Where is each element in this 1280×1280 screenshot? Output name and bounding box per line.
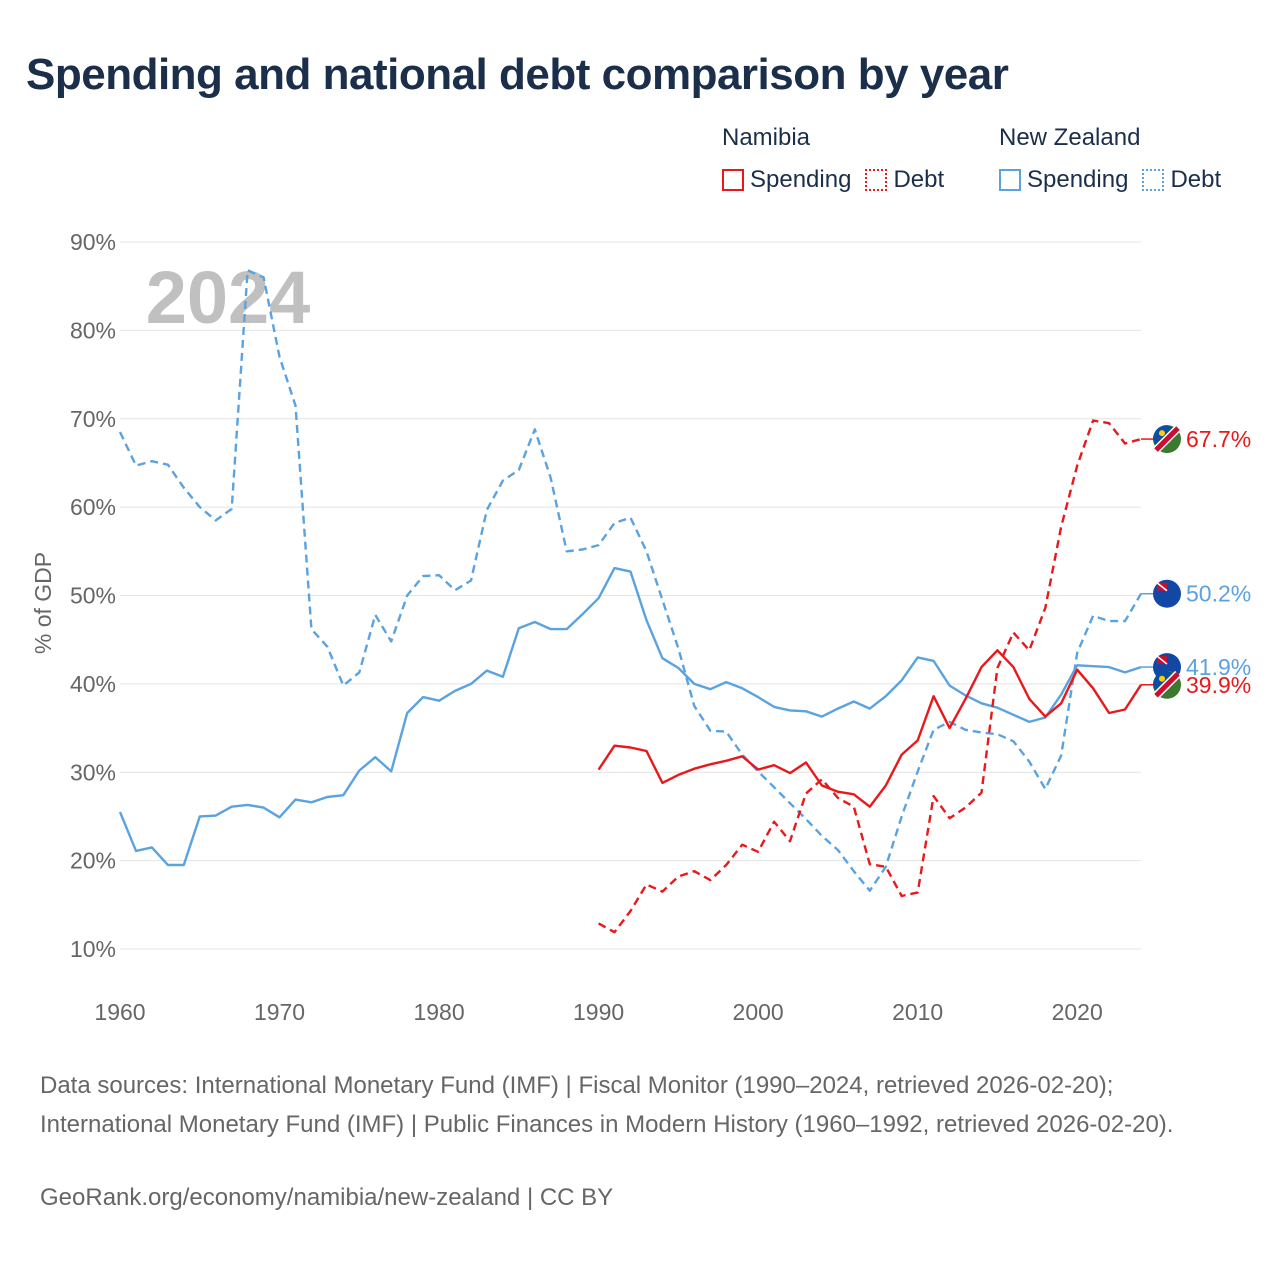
line-chart: 10% 20% 30% 40% 50% 60% 70% 80% 90% 1960 1970 1980 1… — [30, 229, 1251, 1025]
y-tick-label: 10% — [70, 936, 116, 962]
y-tick-label: 40% — [70, 671, 116, 697]
x-tick-label: 1980 — [413, 999, 464, 1025]
legend-nz-name: New Zealand — [999, 124, 1141, 151]
series-line-new-zealand-debt — [118, 269, 1143, 892]
end-value-label: 39.9% — [1186, 672, 1251, 698]
chart-title: Spending and national debt comparison by… — [26, 50, 1009, 99]
y-tick-label: 50% — [70, 583, 116, 609]
y-tick-label: 90% — [70, 229, 116, 255]
dashed-line-swatch-icon — [1142, 169, 1165, 191]
series-line-new-zealand-spending — [118, 566, 1142, 867]
legend-namibia-spending[interactable]: Spending — [722, 166, 851, 194]
credit-link[interactable]: GeoRank.org/economy/namibia/new-zealand … — [40, 1184, 614, 1211]
namibia-flag-sun — [1159, 430, 1165, 437]
x-tick-label: 2000 — [733, 999, 784, 1025]
namibia-flag-red-band — [1154, 671, 1180, 698]
y-axis-label: % of GDP — [30, 552, 56, 654]
new-zealand-flag-cross — [1156, 582, 1168, 592]
year-label: 2024 — [146, 256, 311, 339]
legend-nz-spending-label: Spending — [1027, 166, 1129, 193]
legend-namibia-debt[interactable]: Debt — [865, 166, 944, 194]
legend-nz: New Zealand Spending Debt — [999, 124, 1221, 194]
series-line-namibia-spending — [597, 649, 1143, 808]
dashed-line-swatch-icon — [865, 169, 888, 191]
x-tick-label: 2010 — [892, 999, 943, 1025]
legend-nz-spending[interactable]: Spending — [999, 166, 1128, 194]
legend-namibia-spending-label: Spending — [750, 166, 852, 193]
solid-line-swatch-icon — [722, 169, 744, 191]
x-tick-label: 1960 — [94, 999, 145, 1025]
data-sources: Data sources: International Monetary Fun… — [40, 1072, 1174, 1138]
series-line-namibia-debt — [598, 419, 1142, 934]
y-tick-label: 80% — [70, 317, 116, 343]
y-tick-label: 60% — [70, 494, 116, 520]
end-value-label: 50.2% — [1186, 581, 1251, 607]
x-tick-label: 2020 — [1052, 999, 1103, 1025]
legend-namibia-debt-label: Debt — [893, 166, 945, 193]
legend-namibia-name: Namibia — [722, 124, 811, 151]
new-zealand-flag-cross — [1156, 655, 1168, 665]
end-value-label: 41.9% — [1186, 654, 1251, 680]
x-tick-label: 1990 — [573, 999, 624, 1025]
legend-nz-debt[interactable]: Debt — [1142, 166, 1221, 194]
legend-namibia: Namibia Spending Debt — [722, 124, 944, 194]
x-tick-label: 1970 — [254, 999, 305, 1025]
legend-nz-debt-label: Debt — [1170, 166, 1222, 193]
namibia-flag-red-band — [1154, 426, 1180, 452]
end-value-label: 67.7% — [1186, 426, 1251, 452]
solid-line-swatch-icon — [999, 169, 1021, 191]
namibia-flag-sun — [1159, 675, 1165, 682]
y-tick-label: 30% — [70, 759, 116, 785]
y-tick-label: 70% — [70, 406, 116, 432]
y-tick-label: 20% — [70, 848, 116, 874]
